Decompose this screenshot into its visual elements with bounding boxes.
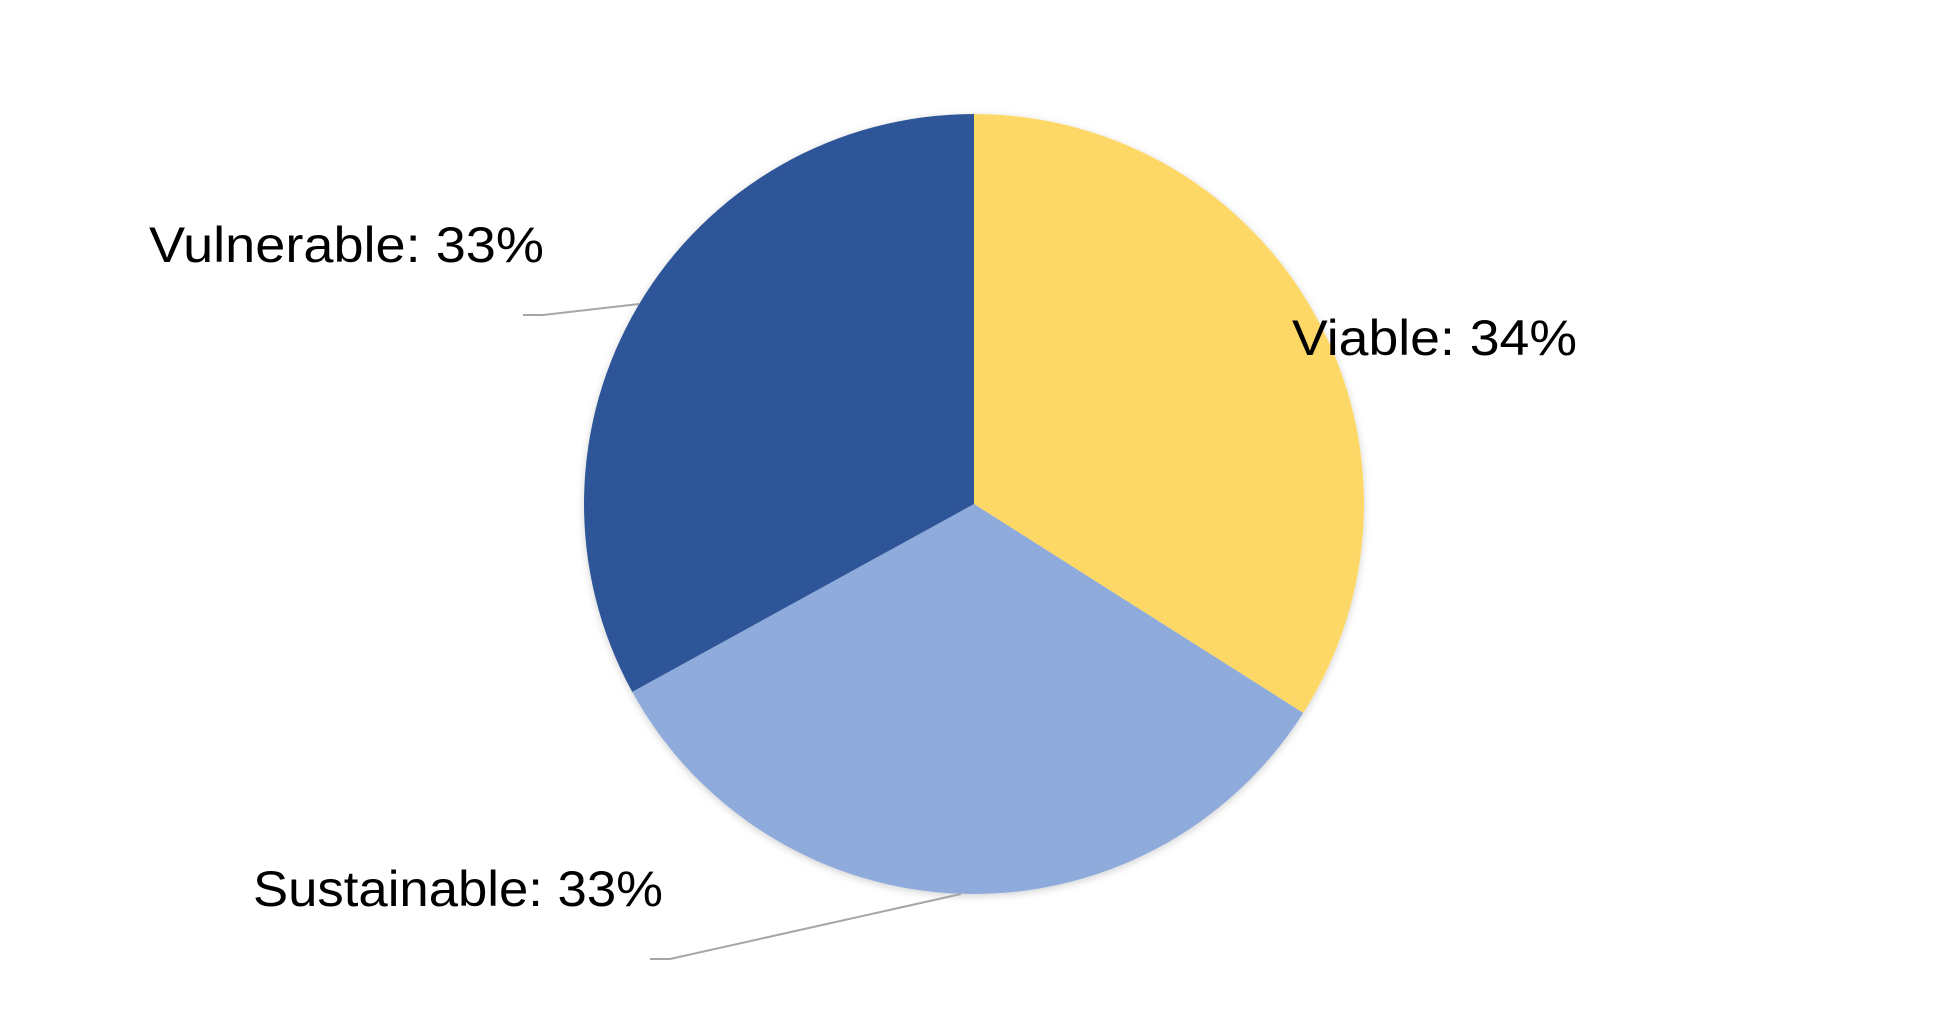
pie-slice-sustainable bbox=[632, 504, 1304, 895]
data-label-viable: Viable: 34% bbox=[1292, 310, 1577, 366]
leader-line-sustainable bbox=[650, 893, 962, 960]
pie-slice-vulnerable bbox=[584, 114, 974, 692]
leader-line-vulnerable bbox=[523, 303, 640, 316]
data-label-vulnerable: Vulnerable: 33% bbox=[149, 217, 544, 273]
pie-slice-viable bbox=[974, 114, 1364, 713]
data-label-sustainable: Sustainable: 33% bbox=[253, 861, 663, 917]
